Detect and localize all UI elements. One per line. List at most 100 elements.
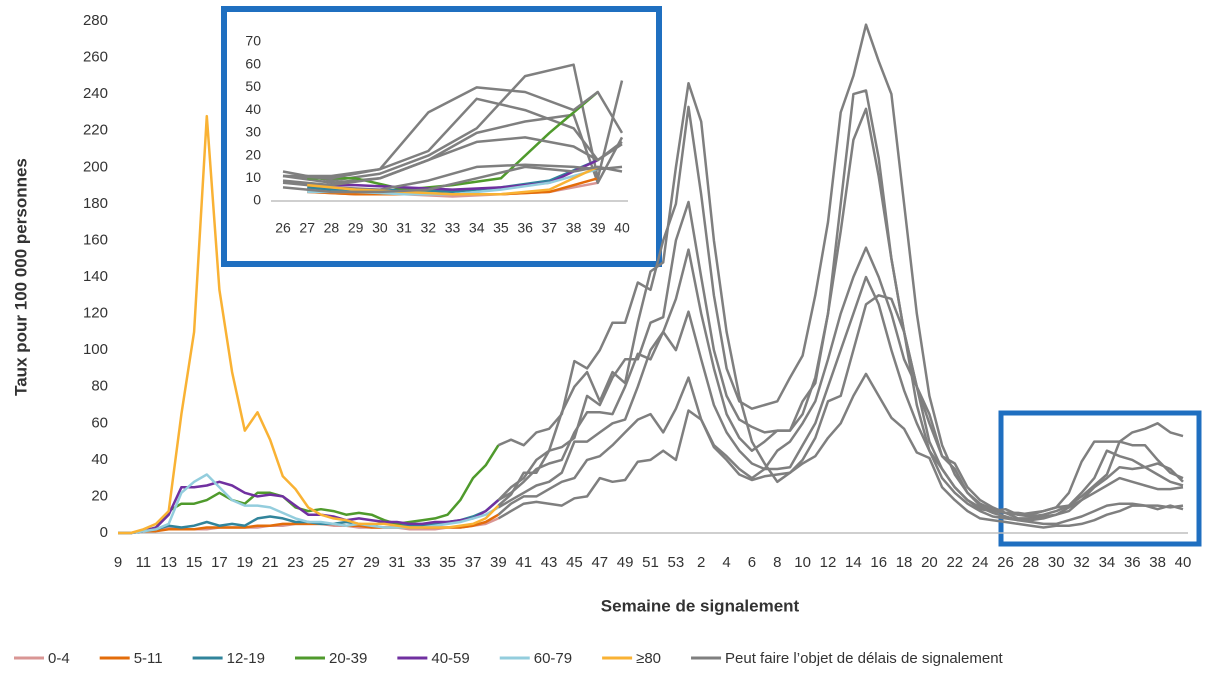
- x-tick-label: 6: [748, 554, 756, 571]
- y-tick-label: 80: [91, 378, 108, 395]
- x-tick-label: 10: [794, 554, 811, 571]
- y-tick-label: 50: [245, 78, 261, 94]
- series-line: [118, 473, 500, 535]
- x-tick-label: 40: [1175, 554, 1192, 571]
- highlight-box: [998, 410, 1202, 547]
- y-tick-label: 260: [83, 49, 108, 66]
- x-tick-label: 40: [614, 220, 630, 236]
- x-tick-label: 25: [313, 554, 330, 571]
- x-tick-label: 33: [445, 220, 461, 236]
- delay-line: [497, 294, 1184, 520]
- delay-line: [282, 165, 623, 194]
- x-tick-label: 22: [946, 554, 963, 571]
- x-tick-label: 34: [469, 220, 485, 236]
- x-tick-label: 16: [870, 554, 887, 571]
- delay-line: [282, 86, 624, 180]
- legend-label: 40-59: [431, 650, 469, 667]
- y-tick-label: 70: [245, 33, 261, 49]
- legend-label: 20-39: [329, 650, 367, 667]
- x-tick-label: 11: [136, 554, 152, 571]
- x-tick-label: 28: [1023, 554, 1040, 571]
- delay-line: [497, 246, 1184, 518]
- x-tick-label: 9: [114, 554, 122, 571]
- y-tick-label: 0: [253, 192, 261, 208]
- x-tick-label: 26: [275, 220, 291, 236]
- x-tick-label: 21: [262, 554, 279, 571]
- x-tick-label: 39: [590, 220, 606, 236]
- y-tick-label: 30: [245, 124, 261, 140]
- y-tick-label: 140: [83, 268, 108, 285]
- delay-line: [497, 23, 1184, 516]
- x-tick-label: 37: [465, 554, 482, 571]
- x-tick-label: 23: [287, 554, 304, 571]
- y-tick-label: 40: [245, 101, 261, 117]
- delay-line: [497, 107, 1184, 516]
- inset-box: [221, 6, 662, 267]
- legend-label: 12-19: [227, 650, 265, 667]
- x-tick-label: 36: [1124, 554, 1141, 571]
- x-tick-label: 29: [348, 220, 364, 236]
- x-tick-label: 45: [566, 554, 583, 571]
- x-tick-label: 32: [420, 220, 436, 236]
- x-tick-label: 43: [541, 554, 558, 571]
- x-tick-label: 37: [542, 220, 558, 236]
- legend-label: ≥80: [636, 650, 661, 667]
- x-tick-label: 33: [414, 554, 431, 571]
- y-tick-label: 60: [91, 414, 108, 431]
- y-tick-label: 20: [245, 146, 261, 162]
- x-tick-label: 13: [160, 554, 177, 571]
- x-tick-label: 31: [396, 220, 412, 236]
- x-tick-label: 18: [896, 554, 913, 571]
- x-tick-label: 49: [617, 554, 634, 571]
- x-tick-label: 19: [236, 554, 253, 571]
- x-tick-label: 38: [566, 220, 582, 236]
- x-axis-title: Semaine de signalement: [601, 596, 800, 615]
- x-tick-label: 39: [490, 554, 507, 571]
- x-tick-label: 30: [372, 220, 388, 236]
- x-tick-label: 26: [997, 554, 1014, 571]
- legend-label: 60-79: [534, 650, 572, 667]
- x-tick-label: 29: [363, 554, 380, 571]
- y-tick-label: 10: [245, 169, 261, 185]
- delay-line: [282, 136, 623, 187]
- x-tick-label: 35: [439, 554, 456, 571]
- y-tick-label: 220: [83, 122, 108, 139]
- x-tick-label: 27: [299, 220, 315, 236]
- x-tick-label: 15: [186, 554, 203, 571]
- x-tick-label: 47: [591, 554, 608, 571]
- x-tick-label: 36: [517, 220, 533, 236]
- delay-line: [282, 113, 624, 185]
- series-line: [118, 444, 500, 535]
- y-axis-title: Taux pour 100 000 personnes: [11, 158, 30, 396]
- x-tick-label: 20: [921, 554, 938, 571]
- y-tick-label: 240: [83, 85, 108, 102]
- delay-line: [497, 81, 1184, 529]
- delay-line: [497, 89, 1184, 522]
- y-tick-label: 280: [83, 12, 108, 29]
- x-tick-label: 35: [493, 220, 509, 236]
- x-tick-label: 51: [642, 554, 659, 571]
- legend-label: Peut faire l’objet de délais de signalem…: [725, 650, 1004, 667]
- x-tick-label: 32: [1073, 554, 1090, 571]
- y-tick-label: 120: [83, 305, 108, 322]
- x-tick-label: 30: [1048, 554, 1065, 571]
- x-tick-label: 53: [668, 554, 685, 571]
- legend-label: 5-11: [134, 650, 163, 667]
- x-tick-label: 14: [845, 554, 862, 571]
- series-line: [118, 114, 500, 535]
- x-tick-label: 34: [1099, 554, 1116, 571]
- x-tick-label: 4: [722, 554, 730, 571]
- y-tick-label: 100: [83, 341, 108, 358]
- x-tick-label: 24: [972, 554, 989, 571]
- x-tick-label: 28: [324, 220, 340, 236]
- y-tick-label: 160: [83, 231, 108, 248]
- delay-line: [497, 275, 1184, 526]
- x-tick-label: 17: [211, 554, 228, 571]
- y-tick-label: 60: [245, 55, 261, 71]
- y-tick-label: 40: [91, 451, 108, 468]
- y-tick-label: 200: [83, 158, 108, 175]
- x-tick-label: 38: [1149, 554, 1166, 571]
- x-tick-label: 8: [773, 554, 781, 571]
- y-tick-label: 20: [91, 487, 108, 504]
